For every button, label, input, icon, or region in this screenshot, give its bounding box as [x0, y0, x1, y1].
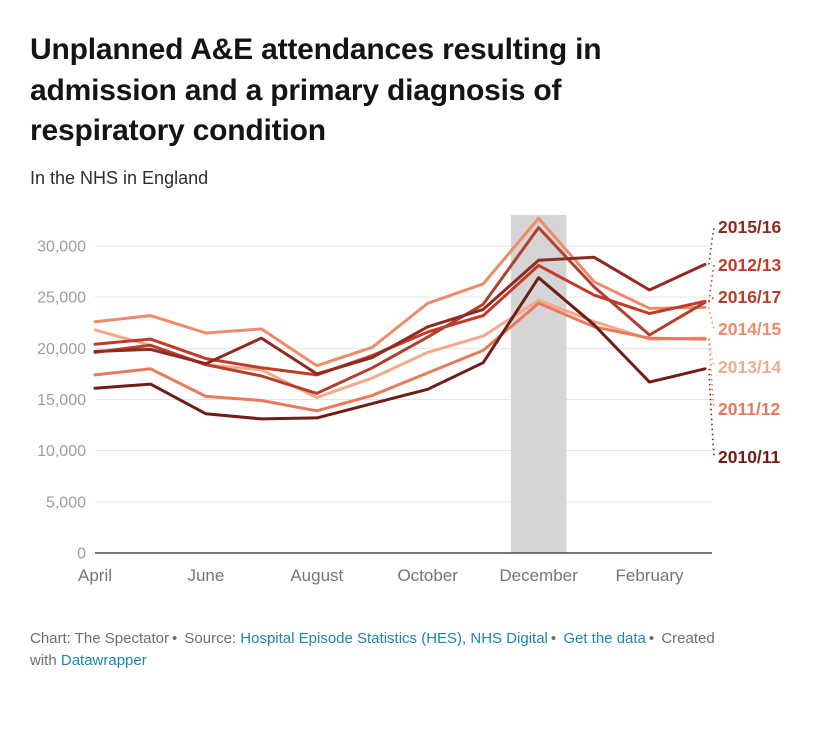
- separator-dot: •: [550, 629, 557, 647]
- series-label-2016-17: 2016/17: [718, 287, 781, 307]
- series-line-2014-15: [93, 216, 707, 367]
- y-axis-tick-label: 20,000: [37, 341, 86, 358]
- y-axis-tick-label: 5,000: [46, 494, 86, 511]
- series-label-2015-16: 2015/16: [718, 217, 782, 237]
- leader-line-2011-12: [708, 338, 715, 409]
- series-label-2011-12: 2011/12: [718, 399, 781, 419]
- series-line-2010-11: [93, 275, 707, 421]
- series-line-2011-12: [93, 301, 707, 412]
- source-link[interactable]: Hospital Episode Statistics (HES), NHS D…: [240, 629, 548, 647]
- source-label: Source:: [184, 629, 237, 647]
- chart-subtitle: In the NHS in England: [30, 167, 209, 188]
- x-axis-tick-label: June: [187, 566, 224, 585]
- x-axis-tick-label: October: [397, 566, 458, 585]
- y-axis-tick-label: 25,000: [37, 289, 86, 306]
- leader-line-2014-15: [708, 306, 715, 329]
- series-line-2016-17: [93, 225, 707, 395]
- x-axis-tick-label: April: [78, 566, 112, 585]
- x-axis-tick-label: February: [615, 566, 684, 585]
- footer-credits: Chart: The Spectator • Source: Hospital E…: [30, 628, 730, 673]
- page: Unplanned A&E attendances resulting in a…: [30, 33, 798, 673]
- y-axis-tick-label: 30,000: [37, 238, 86, 255]
- december-highlight-band: [510, 214, 567, 553]
- separator-dot: •: [648, 629, 655, 647]
- leader-line-2010-11: [708, 368, 715, 457]
- datawrapper-link[interactable]: Datawrapper: [60, 652, 147, 670]
- series-label-2012-13: 2012/13: [718, 255, 782, 275]
- chart-canvas: 0 5,000 10,000 15,000 20,000 25,000 30,000 2015…: [37, 214, 782, 585]
- get-the-data-link[interactable]: Get the data: [563, 629, 646, 647]
- separator-dot: •: [171, 629, 178, 647]
- leader-line-2012-13: [708, 264, 715, 302]
- line-chart: 0 5,000 10,000 15,000 20,000 25,000 30,000 2015…: [30, 214, 798, 602]
- series-label-2010-11: 2010/11: [718, 447, 781, 467]
- chart-credit: Chart: The Spectator: [30, 629, 169, 647]
- chart-title: Unplanned A&E attendances resulting in a…: [30, 33, 602, 147]
- y-axis-tick-label: 0: [77, 545, 86, 562]
- leader-line-2013-14: [708, 337, 715, 367]
- created-with-label: Created with: [30, 629, 715, 670]
- series-line-2015-16: [93, 255, 707, 376]
- leader-line-2016-17: [708, 296, 715, 303]
- series-label-2014-15: 2014/15: [718, 319, 782, 339]
- x-axis-tick-label: August: [290, 566, 343, 585]
- y-axis-tick-label: 10,000: [37, 443, 86, 460]
- x-axis-tick-label: December: [499, 566, 578, 585]
- series-label-2013-14: 2013/14: [718, 357, 782, 377]
- y-axis-tick-label: 15,000: [37, 392, 86, 409]
